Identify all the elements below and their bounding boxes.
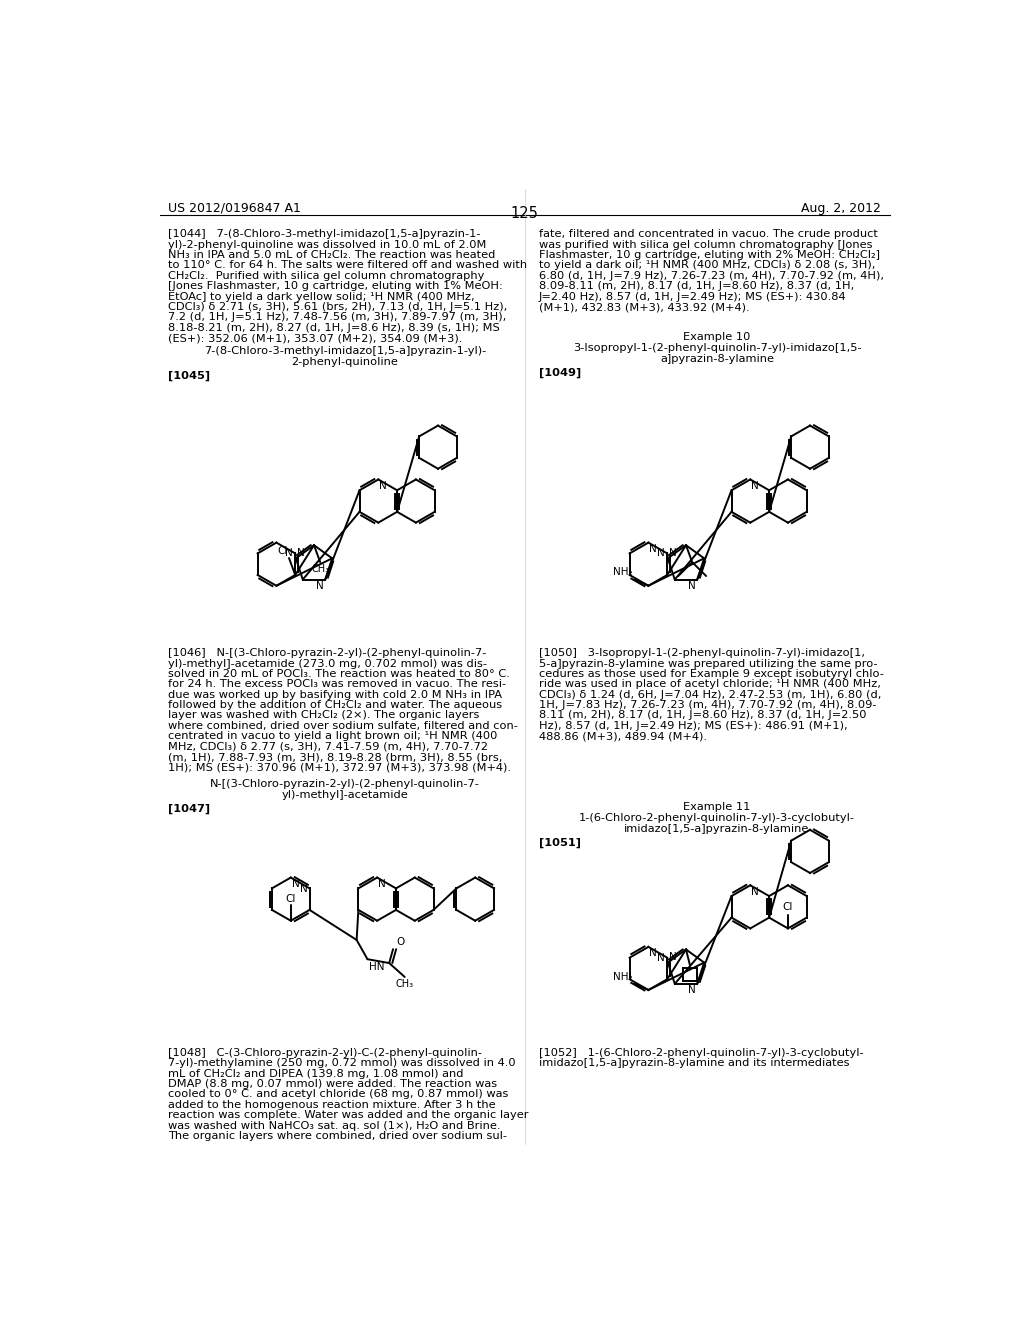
Text: due was worked up by basifying with cold 2.0 M NH₃ in IPA: due was worked up by basifying with cold… [168, 689, 503, 700]
Text: NH₂: NH₂ [613, 568, 633, 577]
Text: 8.18-8.21 (m, 2H), 8.27 (d, 1H, J=8.6 Hz), 8.39 (s, 1H); MS: 8.18-8.21 (m, 2H), 8.27 (d, 1H, J=8.6 Hz… [168, 323, 500, 333]
Text: Hz), 8.57 (d, 1H, J=2.49 Hz); MS (ES+): 486.91 (M+1),: Hz), 8.57 (d, 1H, J=2.49 Hz); MS (ES+): … [539, 721, 848, 731]
Text: 488.86 (M+3), 489.94 (M+4).: 488.86 (M+3), 489.94 (M+4). [539, 731, 707, 742]
Text: [1049]: [1049] [539, 368, 581, 378]
Text: to 110° C. for 64 h. The salts were filtered off and washed with: to 110° C. for 64 h. The salts were filt… [168, 260, 527, 271]
Text: was washed with NaHCO₃ sat. aq. sol (1×), H₂O and Brine.: was washed with NaHCO₃ sat. aq. sol (1×)… [168, 1121, 501, 1130]
Text: yl)-methyl]-acetamide: yl)-methyl]-acetamide [282, 789, 409, 800]
Text: Aug. 2, 2012: Aug. 2, 2012 [802, 202, 882, 215]
Text: ride was used in place of acetyl chloride; ¹H NMR (400 MHz,: ride was used in place of acetyl chlorid… [539, 680, 881, 689]
Text: mL of CH₂Cl₂ and DIPEA (139.8 mg, 1.08 mmol) and: mL of CH₂Cl₂ and DIPEA (139.8 mg, 1.08 m… [168, 1069, 464, 1078]
Text: [Jones Flashmaster, 10 g cartridge, eluting with 1% MeOH:: [Jones Flashmaster, 10 g cartridge, elut… [168, 281, 503, 292]
Text: fate, filtered and concentrated in vacuo. The crude product: fate, filtered and concentrated in vacuo… [539, 230, 878, 239]
Text: NH₃ in IPA and 5.0 mL of CH₂Cl₂. The reaction was heated: NH₃ in IPA and 5.0 mL of CH₂Cl₂. The rea… [168, 249, 496, 260]
Text: to yield a dark oil; ¹H NMR (400 MHz, CDCl₃) δ 2.08 (s, 3H),: to yield a dark oil; ¹H NMR (400 MHz, CD… [539, 260, 876, 271]
Text: N-[(3-Chloro-pyrazin-2-yl)-(2-phenyl-quinolin-7-: N-[(3-Chloro-pyrazin-2-yl)-(2-phenyl-qui… [210, 779, 480, 789]
Text: 1H); MS (ES+): 370.96 (M+1), 372.97 (M+3), 373.98 (M+4).: 1H); MS (ES+): 370.96 (M+1), 372.97 (M+3… [168, 763, 511, 772]
Text: The organic layers where combined, dried over sodium sul-: The organic layers where combined, dried… [168, 1131, 507, 1140]
Text: 125: 125 [511, 206, 539, 222]
Text: 7.2 (d, 1H, J=5.1 Hz), 7.48-7.56 (m, 3H), 7.89-7.97 (m, 3H),: 7.2 (d, 1H, J=5.1 Hz), 7.48-7.56 (m, 3H)… [168, 313, 507, 322]
Text: (m, 1H), 7.88-7.93 (m, 3H), 8.19-8.28 (brm, 3H), 8.55 (brs,: (m, 1H), 7.88-7.93 (m, 3H), 8.19-8.28 (b… [168, 752, 503, 762]
Text: 5-a]pyrazin-8-ylamine was prepared utilizing the same pro-: 5-a]pyrazin-8-ylamine was prepared utili… [539, 659, 878, 668]
Text: was purified with silica gel column chromatography [Jones: was purified with silica gel column chro… [539, 240, 872, 249]
Text: (M+1), 432.83 (M+3), 433.92 (M+4).: (M+1), 432.83 (M+3), 433.92 (M+4). [539, 302, 750, 312]
Text: NH₂: NH₂ [613, 972, 633, 982]
Text: O: O [396, 937, 404, 946]
Text: 3-Isopropyl-1-(2-phenyl-quinolin-7-yl)-imidazo[1,5-: 3-Isopropyl-1-(2-phenyl-quinolin-7-yl)-i… [572, 343, 861, 354]
Text: (ES+): 352.06 (M+1), 353.07 (M+2), 354.09 (M+3).: (ES+): 352.06 (M+1), 353.07 (M+2), 354.0… [168, 333, 463, 343]
Text: followed by the addition of CH₂Cl₂ and water. The aqueous: followed by the addition of CH₂Cl₂ and w… [168, 700, 503, 710]
Text: solved in 20 mL of POCl₃. The reaction was heated to 80° C.: solved in 20 mL of POCl₃. The reaction w… [168, 669, 510, 678]
Text: 7-(8-Chloro-3-methyl-imidazo[1,5-a]pyrazin-1-yl)-: 7-(8-Chloro-3-methyl-imidazo[1,5-a]pyraz… [204, 346, 486, 356]
Text: 1H, J=7.83 Hz), 7.26-7.23 (m, 4H), 7.70-7.92 (m, 4H), 8.09-: 1H, J=7.83 Hz), 7.26-7.23 (m, 4H), 7.70-… [539, 700, 877, 710]
Text: 7-yl)-methylamine (250 mg, 0.72 mmol) was dissolved in 4.0: 7-yl)-methylamine (250 mg, 0.72 mmol) wa… [168, 1059, 516, 1068]
Text: N: N [657, 953, 665, 962]
Text: CDCl₃) δ 2.71 (s, 3H), 5.61 (brs, 2H), 7.13 (d, 1H, J=5.1 Hz),: CDCl₃) δ 2.71 (s, 3H), 5.61 (brs, 2H), 7… [168, 302, 508, 312]
Text: N: N [378, 879, 386, 890]
Text: reaction was complete. Water was added and the organic layer: reaction was complete. Water was added a… [168, 1110, 528, 1121]
Text: N: N [751, 480, 759, 491]
Text: imidazo[1,5-a]pyrazin-8-ylamine and its intermediates: imidazo[1,5-a]pyrazin-8-ylamine and its … [539, 1059, 849, 1068]
Text: N: N [649, 544, 657, 554]
Text: [1047]: [1047] [168, 804, 210, 814]
Text: N: N [300, 884, 308, 894]
Text: [1046]   N-[(3-Chloro-pyrazin-2-yl)-(2-phenyl-quinolin-7-: [1046] N-[(3-Chloro-pyrazin-2-yl)-(2-phe… [168, 648, 486, 659]
Text: CH₂Cl₂.  Purified with silica gel column chromatography: CH₂Cl₂. Purified with silica gel column … [168, 271, 484, 281]
Text: N: N [316, 581, 324, 591]
Text: 6.80 (d, 1H, J=7.9 Hz), 7.26-7.23 (m, 4H), 7.70-7.92 (m, 4H),: 6.80 (d, 1H, J=7.9 Hz), 7.26-7.23 (m, 4H… [539, 271, 884, 281]
Text: 8.09-8.11 (m, 2H), 8.17 (d, 1H, J=8.60 Hz), 8.37 (d, 1H,: 8.09-8.11 (m, 2H), 8.17 (d, 1H, J=8.60 H… [539, 281, 854, 292]
Text: US 2012/0196847 A1: US 2012/0196847 A1 [168, 202, 301, 215]
Text: 1-(6-Chloro-2-phenyl-quinolin-7-yl)-3-cyclobutyl-: 1-(6-Chloro-2-phenyl-quinolin-7-yl)-3-cy… [579, 813, 855, 822]
Text: CDCl₃) δ 1.24 (d, 6H, J=7.04 Hz), 2.47-2.53 (m, 1H), 6.80 (d,: CDCl₃) δ 1.24 (d, 6H, J=7.04 Hz), 2.47-2… [539, 689, 881, 700]
Text: centrated in vacuo to yield a light brown oil; ¹H NMR (400: centrated in vacuo to yield a light brow… [168, 731, 498, 742]
Text: Cl: Cl [278, 545, 288, 556]
Text: 2-phenyl-quinoline: 2-phenyl-quinoline [292, 358, 398, 367]
Text: N: N [657, 548, 665, 558]
Text: cooled to 0° C. and acetyl chloride (68 mg, 0.87 mmol) was: cooled to 0° C. and acetyl chloride (68 … [168, 1089, 509, 1100]
Text: EtOAc] to yield a dark yellow solid; ¹H NMR (400 MHz,: EtOAc] to yield a dark yellow solid; ¹H … [168, 292, 475, 301]
Text: N: N [285, 548, 293, 558]
Text: DMAP (8.8 mg, 0.07 mmol) were added. The reaction was: DMAP (8.8 mg, 0.07 mmol) were added. The… [168, 1078, 498, 1089]
Text: HN: HN [369, 961, 385, 972]
Text: N: N [669, 548, 677, 557]
Text: Example 11: Example 11 [683, 803, 751, 812]
Text: J=2.40 Hz), 8.57 (d, 1H, J=2.49 Hz); MS (ES+): 430.84: J=2.40 Hz), 8.57 (d, 1H, J=2.49 Hz); MS … [539, 292, 847, 301]
Text: yl)-methyl]-acetamide (273.0 mg, 0.702 mmol) was dis-: yl)-methyl]-acetamide (273.0 mg, 0.702 m… [168, 659, 487, 668]
Text: Cl: Cl [286, 894, 296, 904]
Text: N: N [379, 480, 387, 491]
Text: [1051]: [1051] [539, 837, 581, 847]
Text: MHz, CDCl₃) δ 2.77 (s, 3H), 7.41-7.59 (m, 4H), 7.70-7.72: MHz, CDCl₃) δ 2.77 (s, 3H), 7.41-7.59 (m… [168, 742, 488, 751]
Text: for 24 h. The excess POCl₃ was removed in vacuo. The resi-: for 24 h. The excess POCl₃ was removed i… [168, 680, 507, 689]
Text: CH₃: CH₃ [312, 565, 330, 574]
Text: a]pyrazin-8-ylamine: a]pyrazin-8-ylamine [660, 354, 774, 364]
Text: yl)-2-phenyl-quinoline was dissolved in 10.0 mL of 2.0M: yl)-2-phenyl-quinoline was dissolved in … [168, 240, 486, 249]
Text: Cl: Cl [782, 903, 794, 912]
Text: imidazo[1,5-a]pyrazin-8-ylamine: imidazo[1,5-a]pyrazin-8-ylamine [625, 824, 810, 834]
Text: N: N [649, 948, 657, 958]
Text: layer was washed with CH₂Cl₂ (2×). The organic layers: layer was washed with CH₂Cl₂ (2×). The o… [168, 710, 479, 721]
Text: 8.11 (m, 2H), 8.17 (d, 1H, J=8.60 Hz), 8.37 (d, 1H, J=2.50: 8.11 (m, 2H), 8.17 (d, 1H, J=8.60 Hz), 8… [539, 710, 866, 721]
Text: added to the homogenous reaction mixture. After 3 h the: added to the homogenous reaction mixture… [168, 1100, 496, 1110]
Text: [1048]   C-(3-Chloro-pyrazin-2-yl)-C-(2-phenyl-quinolin-: [1048] C-(3-Chloro-pyrazin-2-yl)-C-(2-ph… [168, 1048, 482, 1057]
Text: [1052]   1-(6-Chloro-2-phenyl-quinolin-7-yl)-3-cyclobutyl-: [1052] 1-(6-Chloro-2-phenyl-quinolin-7-y… [539, 1048, 863, 1057]
Text: where combined, dried over sodium sulfate, filtered and con-: where combined, dried over sodium sulfat… [168, 721, 518, 731]
Text: CH₃: CH₃ [395, 979, 414, 989]
Text: N: N [292, 879, 299, 890]
Text: [1050]   3-Isopropyl-1-(2-phenyl-quinolin-7-yl)-imidazo[1,: [1050] 3-Isopropyl-1-(2-phenyl-quinolin-… [539, 648, 864, 659]
Text: [1045]: [1045] [168, 371, 210, 381]
Text: N: N [669, 952, 677, 962]
Text: cedures as those used for Example 9 except isobutyryl chlo-: cedures as those used for Example 9 exce… [539, 669, 884, 678]
Text: N: N [297, 548, 304, 557]
Text: Example 10: Example 10 [683, 333, 751, 342]
Text: N: N [751, 887, 759, 896]
Text: N: N [688, 581, 695, 591]
Text: Flashmaster, 10 g cartridge, eluting with 2% MeOH: CH₂Cl₂]: Flashmaster, 10 g cartridge, eluting wit… [539, 249, 880, 260]
Text: [1044]   7-(8-Chloro-3-methyl-imidazo[1,5-a]pyrazin-1-: [1044] 7-(8-Chloro-3-methyl-imidazo[1,5-… [168, 230, 481, 239]
Text: N: N [688, 985, 695, 995]
